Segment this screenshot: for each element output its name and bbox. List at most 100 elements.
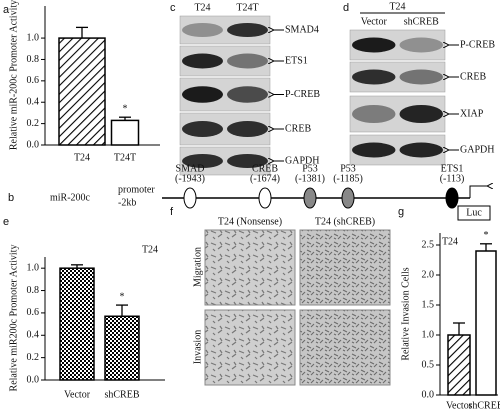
blot-band [399, 142, 443, 158]
blot-band [352, 105, 396, 123]
x-tick-label: Vector [446, 400, 473, 411]
site-name: SMAD [176, 163, 205, 174]
blot-band [227, 23, 268, 37]
binding-site [303, 187, 317, 209]
binding-site [445, 187, 459, 209]
blot-band [227, 53, 268, 69]
x-tick-label: Vector [64, 389, 91, 400]
protein-label: SMAD4 [285, 24, 319, 35]
site-position: (-1943) [175, 173, 205, 184]
reporter-box [457, 205, 491, 221]
y-tick-label: 0.0 [27, 374, 40, 385]
blot-band [399, 69, 443, 85]
bar [475, 250, 497, 396]
y-tick-label: 0.8 [27, 285, 40, 296]
blot-band [352, 142, 396, 158]
protein-label: GAPDH [285, 155, 319, 166]
y-tick-label: 0.4 [27, 97, 40, 108]
x-tick-label: shCREB [104, 389, 139, 400]
reporter-label: Luc [466, 207, 482, 218]
panel-letter: d [343, 2, 349, 14]
protein-label: XIAP [460, 108, 484, 119]
binding-site [183, 187, 197, 209]
site-name: ETS1 [441, 163, 464, 174]
y-axis-label: Relative miR-200c Promoter Activity [8, 0, 19, 150]
y-tick-label: 0.2 [27, 118, 40, 129]
y-tick-label: 2.0 [422, 269, 435, 280]
column-label: T24 (Nonsense) [218, 216, 282, 227]
blot-band [182, 53, 223, 69]
blot-band [399, 105, 443, 123]
y-tick-label: 2.5 [422, 239, 435, 250]
y-axis-label: Relative miR200c Promoter Activity [8, 245, 19, 392]
y-tick-label: 1.0 [27, 262, 40, 273]
y-axis-label: Relative Invasion Cells [400, 267, 411, 360]
site-position: (-1381) [295, 173, 325, 184]
y-tick-label: 0.4 [27, 330, 40, 341]
panel-letter: a [3, 4, 10, 16]
site-name: CREB [252, 163, 278, 174]
x-tick-label: shCREB [468, 400, 500, 411]
blot-band [352, 37, 396, 53]
bar [447, 334, 471, 396]
blot-band [182, 86, 223, 103]
blot-band [227, 121, 268, 137]
chart-title: T24 [442, 236, 458, 247]
tss-arrow [469, 186, 488, 198]
blot-band [399, 37, 443, 53]
binding-site [341, 187, 355, 209]
blot-band [182, 121, 223, 137]
site-name: P53 [340, 163, 356, 174]
y-tick-label: 1.0 [27, 32, 40, 43]
y-tick-label: 1.5 [422, 299, 435, 310]
annotation: * [123, 103, 128, 114]
site-position: (-1674) [250, 173, 280, 184]
micrograph [204, 309, 296, 386]
annotation: * [484, 230, 489, 241]
y-tick-label: 0.0 [27, 139, 40, 150]
lane-label: shCREB [404, 16, 439, 27]
panel-letter: e [3, 216, 9, 228]
protein-label: ETS1 [285, 55, 308, 66]
lane-group: T24 [389, 1, 405, 12]
x-tick-label: T24 [74, 152, 90, 163]
micrograph [204, 229, 296, 306]
site-position: (-1185) [333, 173, 363, 184]
lane-label: T24T [236, 2, 258, 13]
y-tick-label: 0.6 [27, 75, 40, 86]
y-tick-label: 0.2 [27, 352, 40, 363]
blot-band [352, 69, 396, 85]
panel-letter: b [8, 192, 14, 204]
protein-label: CREB [285, 123, 311, 134]
panel-letter: g [398, 206, 404, 218]
lane-label: T24 [194, 2, 210, 13]
panel-letter: c [170, 2, 176, 14]
bar [104, 315, 140, 381]
region-label: promoter [118, 184, 155, 195]
y-tick-label: 1.0 [422, 329, 435, 340]
protein-label: GAPDH [460, 144, 494, 155]
protein-label: P-CREB [460, 39, 495, 50]
panel-letter: f [170, 206, 174, 218]
bar [110, 119, 140, 146]
row-label: Invasion [192, 330, 203, 364]
protein-label: CREB [460, 71, 486, 82]
lane-label: Vector [361, 16, 388, 27]
gene-label: miR-200c [50, 192, 91, 203]
region-label: -2kb [118, 197, 136, 208]
x-tick-label: T24T [114, 152, 136, 163]
y-tick-label: 0.8 [27, 54, 40, 65]
site-position: (-113) [440, 173, 465, 184]
column-label: T24 (shCREB) [315, 216, 375, 227]
y-tick-label: 0.0 [422, 389, 435, 400]
chart-title: T24 [142, 244, 158, 255]
y-tick-label: 0.5 [422, 359, 435, 370]
blot-band [182, 23, 223, 37]
bar [58, 37, 106, 146]
micrograph [299, 229, 391, 306]
bar [59, 267, 95, 381]
micrograph [299, 309, 391, 386]
row-label: Migration [192, 247, 203, 287]
blot-band [227, 154, 268, 168]
